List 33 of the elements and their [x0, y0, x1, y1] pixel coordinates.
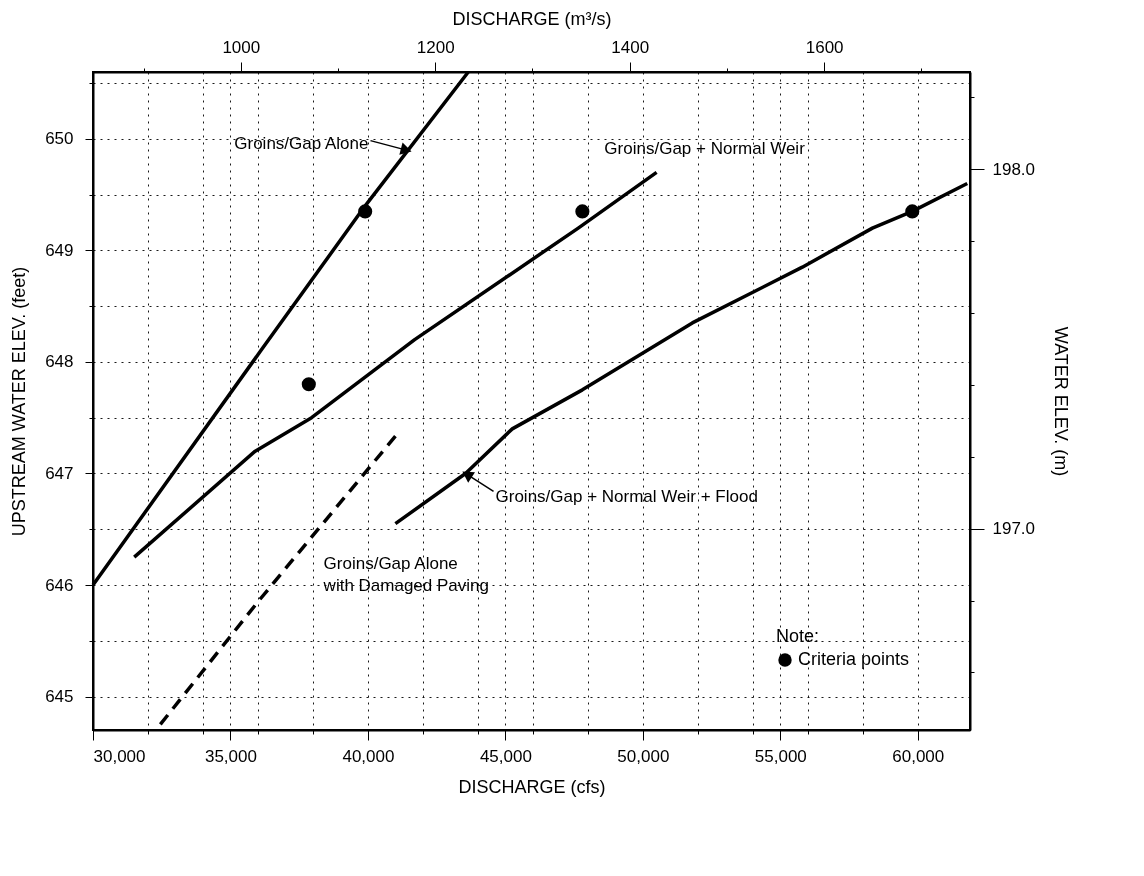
x2-axis-title: DISCHARGE (m³/s) — [452, 8, 612, 29]
y2-tick-label: 197.0 — [992, 519, 1036, 539]
y2-axis-title: WATER ELEV. (m) — [1051, 326, 1072, 477]
y2-tick-label: 198.0 — [992, 159, 1036, 179]
x2-tick-label: 1600 — [805, 37, 844, 57]
y-tick-label: 648 — [45, 352, 74, 372]
y-axis-title: UPSTREAM WATER ELEV. (feet) — [9, 266, 30, 537]
x-tick-label: 55,000 — [754, 746, 807, 766]
series-label: Groins/Gap + Normal Weir + Flood — [495, 487, 758, 507]
y-tick-label: 646 — [45, 575, 74, 595]
x-tick-label: 50,000 — [617, 746, 670, 766]
legend-label: Criteria points — [798, 649, 910, 669]
x-tick-label: 35,000 — [204, 746, 257, 766]
series-label: Groins/Gap Alone with Damaged Paving — [322, 553, 489, 595]
y-tick-label: 645 — [45, 687, 74, 707]
text: Groins/Gap + Normal Weir — [604, 139, 806, 159]
x2-tick-label: 1000 — [222, 37, 261, 57]
x-tick-label: 30,000 — [93, 746, 146, 766]
x2-tick-label: 1400 — [611, 37, 650, 57]
x-tick-label: 40,000 — [342, 746, 395, 766]
series-label: Groins/Gap Alone — [234, 133, 369, 153]
point — [905, 204, 920, 219]
legend-title: Note: — [776, 626, 820, 646]
point — [301, 377, 316, 392]
y-tick-label: 649 — [45, 240, 74, 260]
y-tick-label: 650 — [45, 129, 74, 149]
x-axis-title: DISCHARGE (cfs) — [458, 776, 606, 797]
point — [358, 204, 373, 219]
point — [575, 204, 590, 219]
y-tick-label: 647 — [45, 463, 74, 483]
x-tick-label: 60,000 — [892, 746, 945, 766]
x2-tick-label: 1200 — [416, 37, 455, 57]
x-tick-label: 45,000 — [479, 746, 532, 766]
